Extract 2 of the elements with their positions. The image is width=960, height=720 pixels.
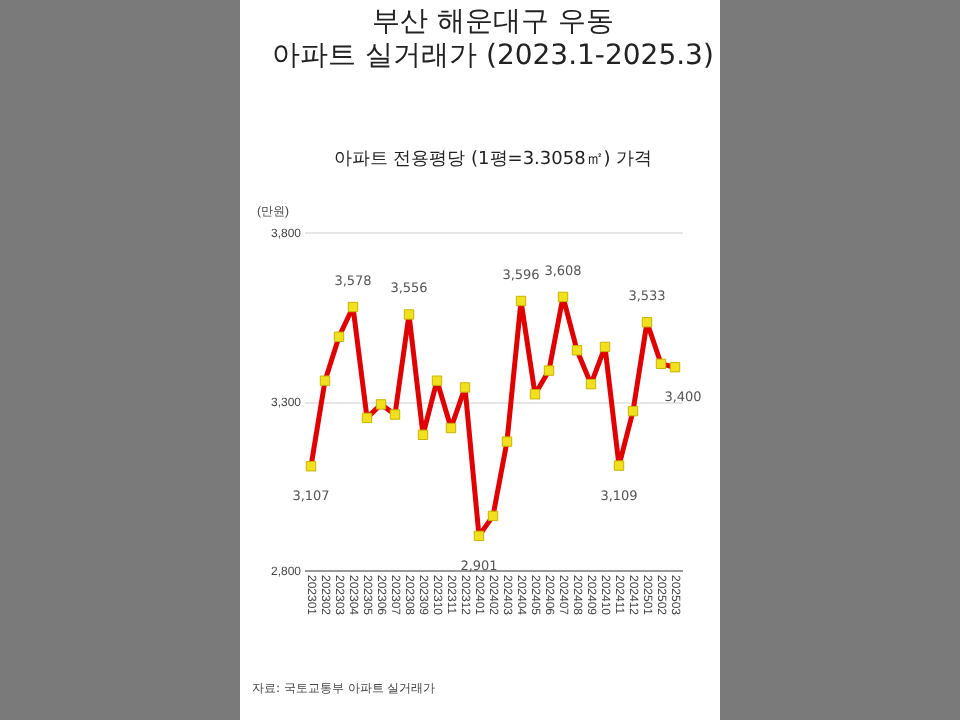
chart-title: 부산 해운대구 우동 아파트 실거래가 (2023.1-2025.3) <box>272 6 714 72</box>
chart-subtitle: 아파트 전용평당 (1평=3.3058㎡) 가격 <box>333 150 653 170</box>
